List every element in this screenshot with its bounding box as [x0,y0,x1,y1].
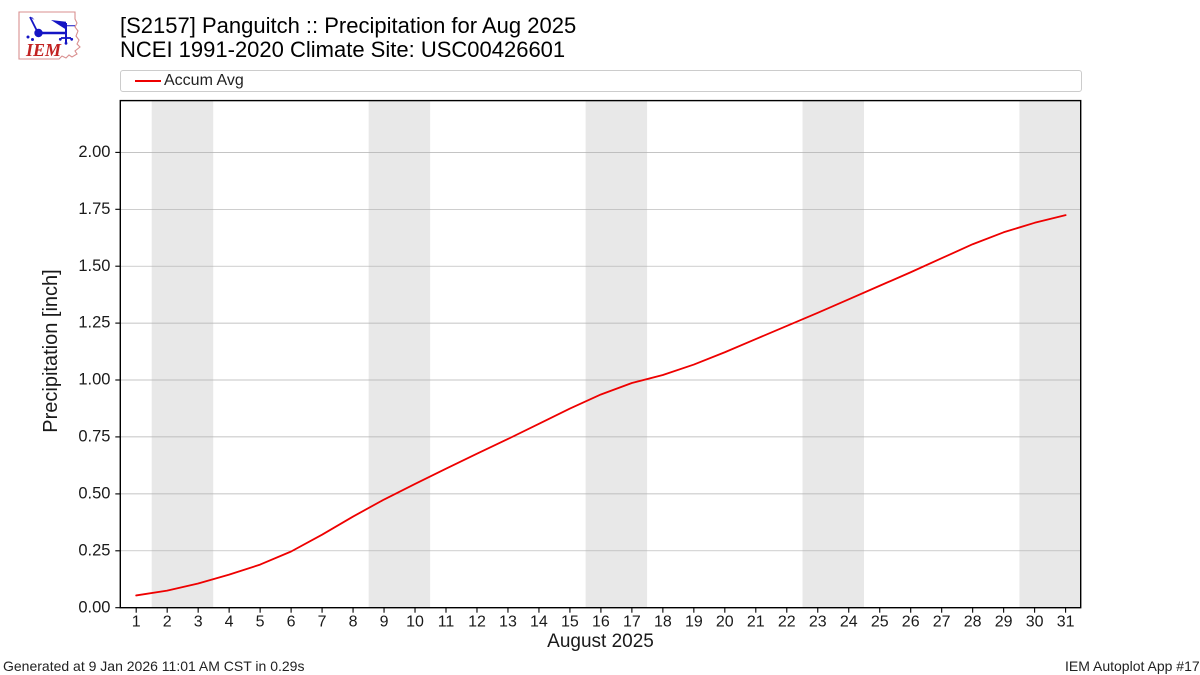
svg-text:21: 21 [747,614,765,631]
svg-text:14: 14 [530,614,548,631]
svg-text:Precipitation [inch]: Precipitation [inch] [40,269,62,432]
svg-text:27: 27 [933,614,951,631]
svg-text:10: 10 [406,614,424,631]
svg-text:30: 30 [1026,614,1044,631]
svg-text:4: 4 [225,614,234,631]
svg-text:16: 16 [592,614,610,631]
svg-text:2: 2 [163,614,172,631]
svg-text:2.00: 2.00 [78,143,110,161]
svg-text:29: 29 [995,614,1013,631]
svg-text:22: 22 [778,614,796,631]
svg-text:17: 17 [623,614,641,631]
svg-text:0.75: 0.75 [78,428,110,446]
svg-text:13: 13 [499,614,517,631]
svg-text:August 2025: August 2025 [547,631,654,652]
svg-text:8: 8 [349,614,358,631]
svg-text:7: 7 [318,614,327,631]
svg-text:0.50: 0.50 [78,485,110,503]
svg-text:26: 26 [902,614,920,631]
svg-text:5: 5 [256,614,265,631]
svg-text:28: 28 [964,614,982,631]
svg-text:24: 24 [840,614,858,631]
svg-text:23: 23 [809,614,827,631]
svg-text:9: 9 [380,614,389,631]
svg-text:1.75: 1.75 [78,200,110,218]
svg-text:12: 12 [468,614,486,631]
svg-text:6: 6 [287,614,296,631]
svg-text:1.50: 1.50 [78,257,110,275]
svg-text:31: 31 [1057,614,1075,631]
svg-text:20: 20 [716,614,734,631]
svg-text:18: 18 [654,614,672,631]
svg-text:0.00: 0.00 [78,598,110,616]
svg-text:15: 15 [561,614,579,631]
svg-text:1.00: 1.00 [78,371,110,389]
svg-text:19: 19 [685,614,703,631]
svg-text:3: 3 [194,614,203,631]
svg-text:25: 25 [871,614,889,631]
svg-text:1: 1 [132,614,141,631]
svg-text:1.25: 1.25 [78,314,110,332]
svg-text:0.25: 0.25 [78,541,110,559]
svg-text:11: 11 [438,614,455,631]
